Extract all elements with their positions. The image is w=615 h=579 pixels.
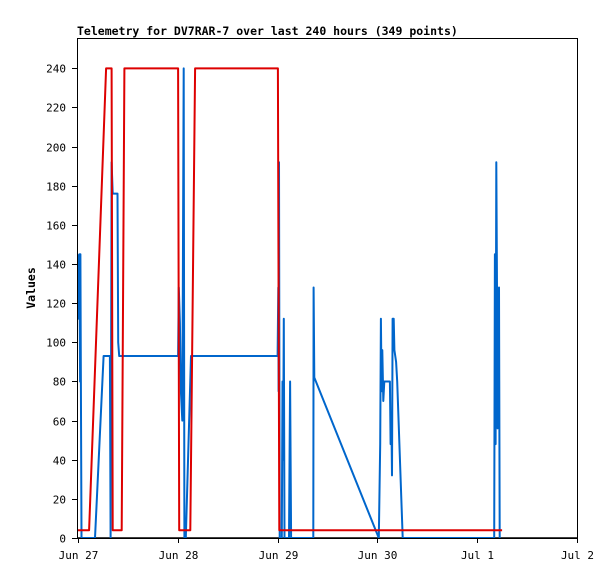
y-axis-label: Values	[24, 267, 38, 309]
y-tick-label: 60	[53, 416, 66, 429]
y-tick-label: 140	[46, 259, 66, 272]
y-tick-label: 80	[53, 376, 66, 389]
series-line-1	[77, 67, 501, 539]
y-tick-label: 100	[46, 337, 66, 350]
y-tick-label: 0	[59, 533, 66, 546]
y-tick-label: 120	[46, 298, 66, 311]
y-tick-label: 160	[46, 220, 66, 233]
y-tick-label: 180	[46, 181, 66, 194]
y-tick-label: 200	[46, 142, 66, 155]
x-tick-label: Jun 28	[159, 549, 199, 562]
x-ticks: Jun 27 Jun 28 Jun 29 Jun 30 Jul 1 Jul 2	[59, 538, 594, 562]
y-tick-label: 220	[46, 102, 66, 115]
x-tick-label: Jul 1	[461, 549, 494, 562]
chart-title: Telemetry for DV7RAR-7 over last 240 hou…	[77, 24, 458, 38]
x-tick-label: Jun 29	[259, 549, 299, 562]
series-line-2	[78, 67, 503, 532]
x-tick-label: Jun 27	[59, 549, 99, 562]
x-tick-label: Jul 2	[561, 549, 594, 562]
series-layer	[77, 67, 577, 539]
y-ticks: 0 20 40 60 80 100 120 140 160 180 200 220 240	[46, 63, 78, 546]
y-tick-label: 240	[46, 63, 66, 76]
y-tick-label: 20	[53, 494, 66, 507]
y-tick-label: 40	[53, 455, 66, 468]
x-tick-label: Jun 30	[358, 549, 398, 562]
plot-frame	[77, 38, 578, 539]
